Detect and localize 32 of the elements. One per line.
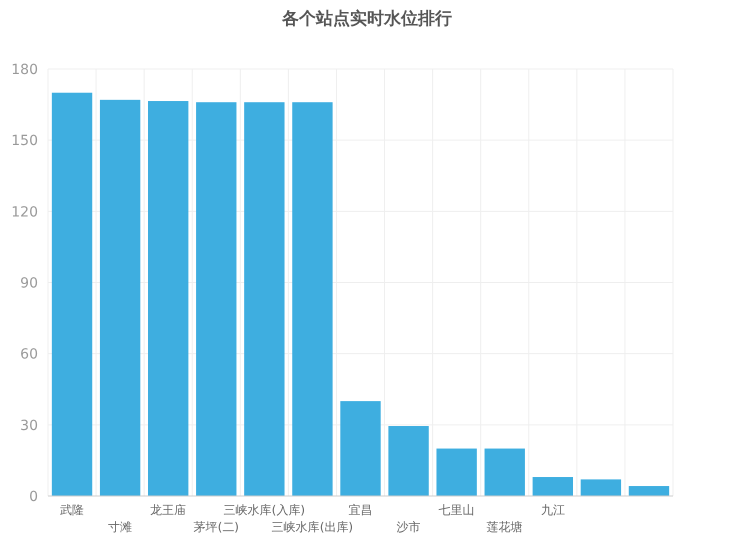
bar bbox=[340, 401, 381, 496]
x-tick-label: 武隆 bbox=[60, 503, 84, 517]
bar bbox=[196, 102, 236, 496]
x-tick-label: 莲花塘 bbox=[486, 520, 523, 534]
y-tick-label: 180 bbox=[11, 62, 38, 78]
x-tick-label: 茅坪(二) bbox=[194, 520, 239, 534]
y-tick-label: 60 bbox=[20, 346, 38, 363]
y-tick-label: 150 bbox=[11, 133, 38, 150]
x-tick-label: 寸滩 bbox=[108, 520, 132, 534]
bar bbox=[532, 477, 573, 496]
bar bbox=[580, 479, 622, 496]
x-tick-label: 七里山 bbox=[438, 503, 475, 517]
x-tick-label: 龙王庙 bbox=[150, 503, 186, 517]
bar bbox=[292, 102, 333, 496]
bar bbox=[100, 100, 140, 496]
y-tick-label: 0 bbox=[29, 489, 38, 505]
y-tick-label: 120 bbox=[11, 204, 38, 220]
x-tick-label: 三峡水库(入库) bbox=[224, 503, 306, 517]
bar bbox=[628, 486, 670, 496]
bar bbox=[484, 448, 525, 496]
bar bbox=[388, 426, 429, 496]
x-tick-label: 三峡水库(出库) bbox=[272, 520, 354, 534]
bar bbox=[244, 102, 285, 496]
x-tick-label: 宜昌 bbox=[348, 503, 372, 517]
bar bbox=[52, 92, 92, 496]
y-tick-label: 90 bbox=[20, 276, 38, 292]
x-tick-label: 九江 bbox=[540, 503, 565, 517]
bar bbox=[436, 448, 477, 496]
bar bbox=[148, 101, 188, 496]
chart-title: 各个站点实时水位排行 bbox=[281, 9, 452, 29]
x-tick-label: 沙市 bbox=[396, 520, 421, 534]
y-tick-label: 30 bbox=[20, 418, 38, 434]
